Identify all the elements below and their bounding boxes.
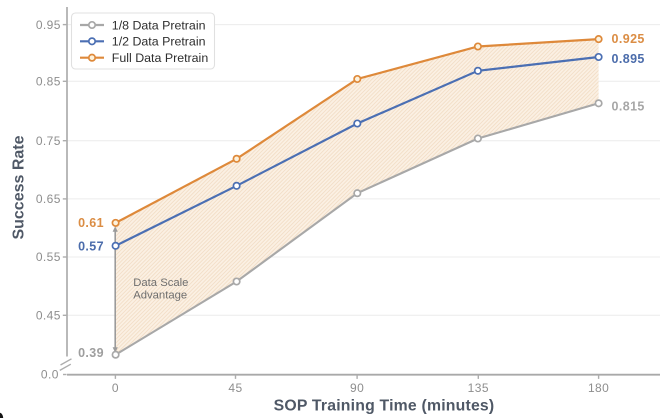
svg-text:Data Scale: Data Scale (133, 277, 188, 289)
svg-text:Success Rate: Success Rate (11, 135, 28, 239)
svg-text:0.61: 0.61 (78, 216, 104, 230)
svg-text:135: 135 (468, 381, 489, 395)
svg-text:0.895: 0.895 (612, 52, 645, 66)
svg-text:Full Data Pretrain: Full Data Pretrain (112, 51, 209, 65)
svg-text:0.925: 0.925 (612, 32, 645, 46)
svg-text:0.57: 0.57 (78, 239, 104, 253)
svg-text:Advantage: Advantage (133, 290, 187, 302)
svg-text:0.65: 0.65 (36, 192, 61, 206)
svg-text:1/2 Data Pretrain: 1/2 Data Pretrain (112, 35, 206, 49)
svg-text:SOP Training Time (minutes): SOP Training Time (minutes) (274, 398, 495, 415)
svg-text:180: 180 (588, 381, 609, 395)
svg-text:0.45: 0.45 (36, 309, 61, 323)
svg-text:0.39: 0.39 (78, 346, 104, 360)
svg-text:0.815: 0.815 (612, 100, 645, 114)
svg-text:0.95: 0.95 (36, 18, 61, 32)
svg-text:1/8 Data Pretrain: 1/8 Data Pretrain (112, 18, 206, 32)
svg-text:0.0: 0.0 (41, 367, 59, 381)
svg-text:90: 90 (350, 381, 364, 395)
svg-text:0.75: 0.75 (36, 134, 61, 148)
svg-text:0.85: 0.85 (36, 75, 61, 89)
svg-text:45: 45 (228, 381, 242, 395)
svg-text:0: 0 (112, 381, 119, 395)
svg-text:0.55: 0.55 (36, 250, 61, 264)
